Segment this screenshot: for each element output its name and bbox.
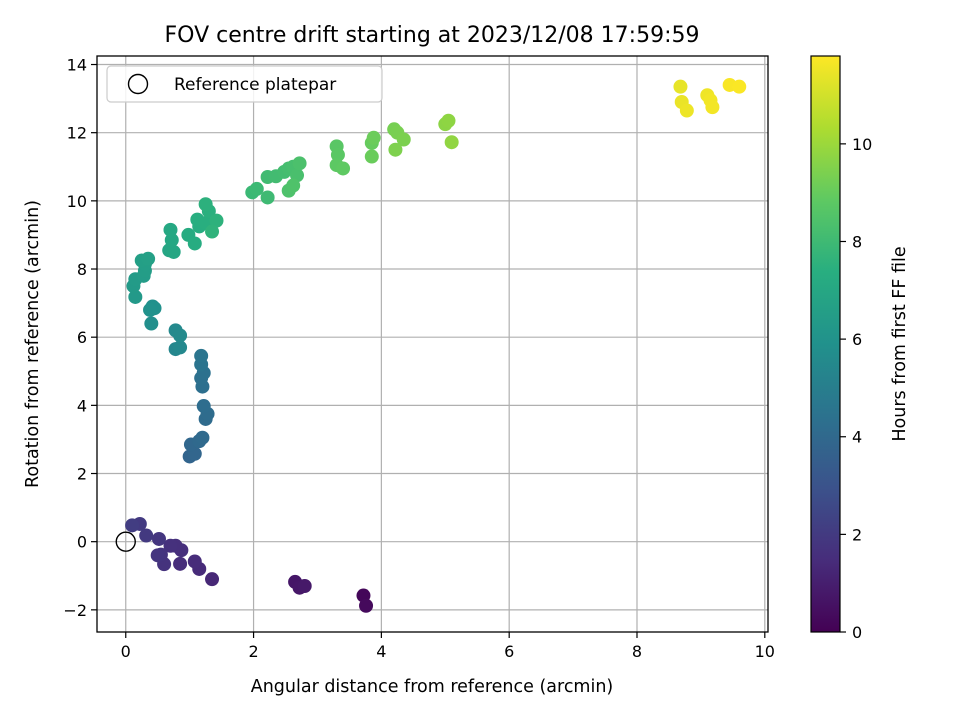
data-point xyxy=(163,222,178,237)
x-tick-label: 4 xyxy=(376,642,386,661)
colorbar-gradient xyxy=(811,56,840,632)
x-tick-label: 8 xyxy=(632,642,642,661)
colorbar-tick-label: 0 xyxy=(852,623,862,642)
data-point xyxy=(198,197,213,212)
colorbar-ticks: 0 2 4 6 8 10 xyxy=(840,135,872,642)
reference-marker xyxy=(115,531,136,552)
data-point xyxy=(128,289,143,304)
y-tick-label: 0 xyxy=(77,533,87,552)
data-point xyxy=(151,531,166,546)
data-point xyxy=(679,103,694,118)
y-tick-label: 4 xyxy=(77,396,87,415)
data-point xyxy=(173,556,188,571)
grid-lines xyxy=(97,56,768,632)
data-point xyxy=(364,149,379,164)
data-point xyxy=(249,181,264,196)
legend-marker-reference xyxy=(127,73,149,95)
data-point xyxy=(366,130,381,145)
data-point xyxy=(673,79,688,94)
data-point xyxy=(396,132,411,147)
y-axis-ticks: −2 0 2 4 6 8 10 12 14 xyxy=(63,56,97,620)
x-axis-label: Angular distance from reference (arcmin) xyxy=(251,677,614,697)
data-point xyxy=(173,340,188,355)
colorbar-tick-label: 6 xyxy=(852,330,862,349)
data-point xyxy=(150,548,165,563)
scatter-points xyxy=(125,77,747,613)
data-point xyxy=(705,100,720,115)
data-point xyxy=(444,135,459,150)
y-tick-label: 10 xyxy=(67,192,87,211)
x-tick-label: 2 xyxy=(248,642,258,661)
data-point xyxy=(187,554,202,569)
data-point xyxy=(143,302,158,317)
y-tick-label: 2 xyxy=(77,465,87,484)
data-point xyxy=(125,518,140,533)
data-point xyxy=(166,244,181,259)
data-point xyxy=(292,156,307,171)
legend-label-reference: Reference platepar xyxy=(174,75,336,95)
data-point xyxy=(209,213,224,228)
y-tick-label: 6 xyxy=(77,328,87,347)
data-point xyxy=(732,79,747,94)
data-point xyxy=(260,190,275,205)
x-tick-label: 10 xyxy=(755,642,775,661)
chart-title: FOV centre drift starting at 2023/12/08 … xyxy=(165,23,700,48)
legend-box xyxy=(106,65,383,103)
y-tick-label: 14 xyxy=(67,56,87,75)
colorbar-tick-label: 4 xyxy=(852,428,862,447)
y-tick-label: 8 xyxy=(77,260,87,279)
data-point xyxy=(139,528,154,543)
reference-point xyxy=(115,531,136,552)
data-point xyxy=(195,430,210,445)
y-tick-label: 12 xyxy=(67,124,87,143)
data-point xyxy=(330,147,345,162)
x-tick-label: 0 xyxy=(121,642,131,661)
data-point xyxy=(194,348,209,363)
colorbar-frame xyxy=(810,55,841,633)
colorbar-tick-label: 10 xyxy=(852,135,872,154)
colorbar-label: Hours from first FF file xyxy=(890,246,910,441)
data-point xyxy=(187,236,202,251)
data-point xyxy=(164,233,179,248)
data-point xyxy=(441,113,456,128)
data-point xyxy=(196,399,211,414)
plot-frame xyxy=(96,55,769,633)
y-axis-label: Rotation from reference (arcmin) xyxy=(23,200,43,488)
data-point xyxy=(163,538,178,553)
colorbar-tick-label: 8 xyxy=(852,232,862,251)
x-tick-label: 6 xyxy=(504,642,514,661)
legend: Reference platepar xyxy=(106,65,383,103)
data-point xyxy=(388,142,403,157)
data-point xyxy=(141,251,156,266)
data-point xyxy=(297,578,312,593)
x-axis-ticks: 0 2 4 6 8 10 xyxy=(121,632,775,661)
colorbar: 0 2 4 6 8 10 Hours from first FF file xyxy=(810,55,910,642)
data-point xyxy=(359,598,374,613)
colorbar-tick-label: 2 xyxy=(852,525,862,544)
data-point xyxy=(205,572,220,587)
data-point xyxy=(205,224,220,239)
data-point xyxy=(336,161,351,176)
data-point xyxy=(173,328,188,343)
y-tick-label: −2 xyxy=(63,601,87,620)
data-point xyxy=(144,316,159,331)
data-point xyxy=(286,178,301,193)
